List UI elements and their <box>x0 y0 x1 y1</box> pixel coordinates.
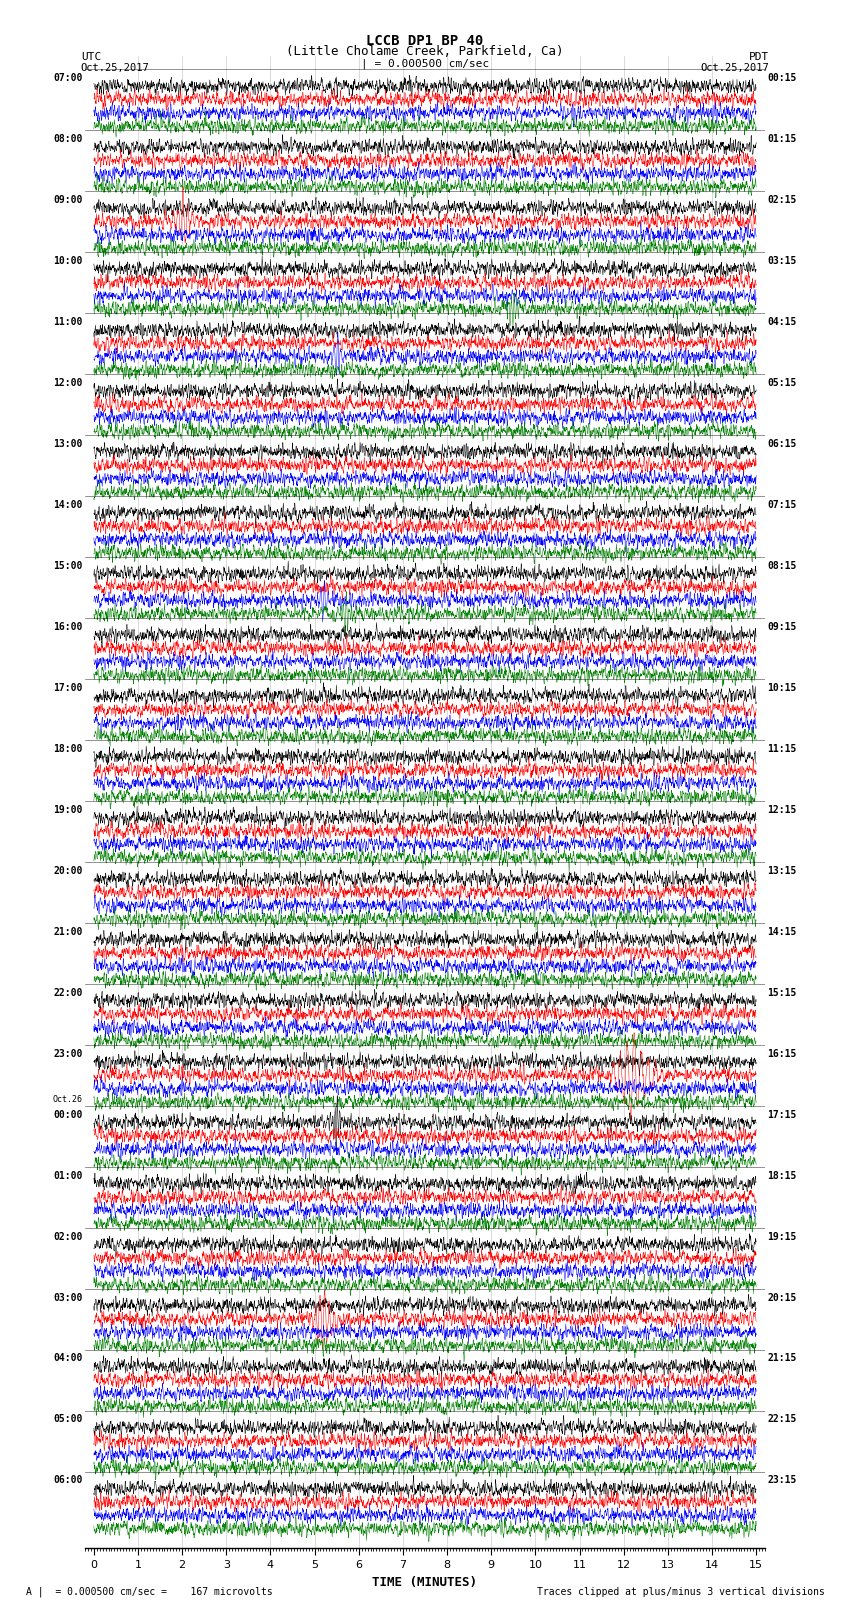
Text: 22:15: 22:15 <box>768 1415 796 1424</box>
Text: 20:00: 20:00 <box>54 866 82 876</box>
Text: 08:15: 08:15 <box>768 561 796 571</box>
Text: 07:15: 07:15 <box>768 500 796 510</box>
Text: 11:15: 11:15 <box>768 744 796 753</box>
Text: Traces clipped at plus/minus 3 vertical divisions: Traces clipped at plus/minus 3 vertical … <box>536 1587 824 1597</box>
Text: 12:15: 12:15 <box>768 805 796 815</box>
Text: 02:15: 02:15 <box>768 195 796 205</box>
Text: 01:00: 01:00 <box>54 1171 82 1181</box>
Text: 10:15: 10:15 <box>768 682 796 692</box>
Text: 13:15: 13:15 <box>768 866 796 876</box>
Text: 17:00: 17:00 <box>54 682 82 692</box>
Text: 15:00: 15:00 <box>54 561 82 571</box>
Text: 03:00: 03:00 <box>54 1292 82 1303</box>
Text: Oct.25,2017: Oct.25,2017 <box>700 63 769 73</box>
Text: 04:00: 04:00 <box>54 1353 82 1363</box>
Text: 14:00: 14:00 <box>54 500 82 510</box>
Text: 09:00: 09:00 <box>54 195 82 205</box>
Text: 12:00: 12:00 <box>54 377 82 387</box>
Text: 15:15: 15:15 <box>768 987 796 997</box>
Text: 11:00: 11:00 <box>54 316 82 327</box>
Text: (Little Cholame Creek, Parkfield, Ca): (Little Cholame Creek, Parkfield, Ca) <box>286 45 564 58</box>
Text: 21:15: 21:15 <box>768 1353 796 1363</box>
Text: UTC: UTC <box>81 52 101 61</box>
Text: Oct.25,2017: Oct.25,2017 <box>81 63 150 73</box>
Text: 10:00: 10:00 <box>54 256 82 266</box>
Text: 18:00: 18:00 <box>54 744 82 753</box>
Text: 14:15: 14:15 <box>768 926 796 937</box>
Text: 01:15: 01:15 <box>768 134 796 144</box>
Text: 09:15: 09:15 <box>768 621 796 632</box>
Text: 04:15: 04:15 <box>768 316 796 327</box>
Text: 03:15: 03:15 <box>768 256 796 266</box>
Text: A |  = 0.000500 cm/sec =    167 microvolts: A | = 0.000500 cm/sec = 167 microvolts <box>26 1586 272 1597</box>
Text: 07:00: 07:00 <box>54 73 82 82</box>
Text: 06:00: 06:00 <box>54 1476 82 1486</box>
Text: 23:15: 23:15 <box>768 1476 796 1486</box>
X-axis label: TIME (MINUTES): TIME (MINUTES) <box>372 1576 478 1589</box>
Text: 02:00: 02:00 <box>54 1232 82 1242</box>
Text: 00:00: 00:00 <box>54 1110 82 1119</box>
Text: 08:00: 08:00 <box>54 134 82 144</box>
Text: 19:15: 19:15 <box>768 1232 796 1242</box>
Text: 13:00: 13:00 <box>54 439 82 448</box>
Text: 23:00: 23:00 <box>54 1048 82 1058</box>
Text: 05:15: 05:15 <box>768 377 796 387</box>
Text: 19:00: 19:00 <box>54 805 82 815</box>
Text: LCCB DP1 BP 40: LCCB DP1 BP 40 <box>366 34 484 48</box>
Text: 22:00: 22:00 <box>54 987 82 997</box>
Text: 16:00: 16:00 <box>54 621 82 632</box>
Text: 00:15: 00:15 <box>768 73 796 82</box>
Text: | = 0.000500 cm/sec: | = 0.000500 cm/sec <box>361 58 489 69</box>
Text: Oct.26: Oct.26 <box>53 1095 82 1105</box>
Text: 21:00: 21:00 <box>54 926 82 937</box>
Text: 20:15: 20:15 <box>768 1292 796 1303</box>
Text: PDT: PDT <box>749 52 769 61</box>
Text: 06:15: 06:15 <box>768 439 796 448</box>
Text: 16:15: 16:15 <box>768 1048 796 1058</box>
Text: 05:00: 05:00 <box>54 1415 82 1424</box>
Text: 17:15: 17:15 <box>768 1110 796 1119</box>
Text: 18:15: 18:15 <box>768 1171 796 1181</box>
